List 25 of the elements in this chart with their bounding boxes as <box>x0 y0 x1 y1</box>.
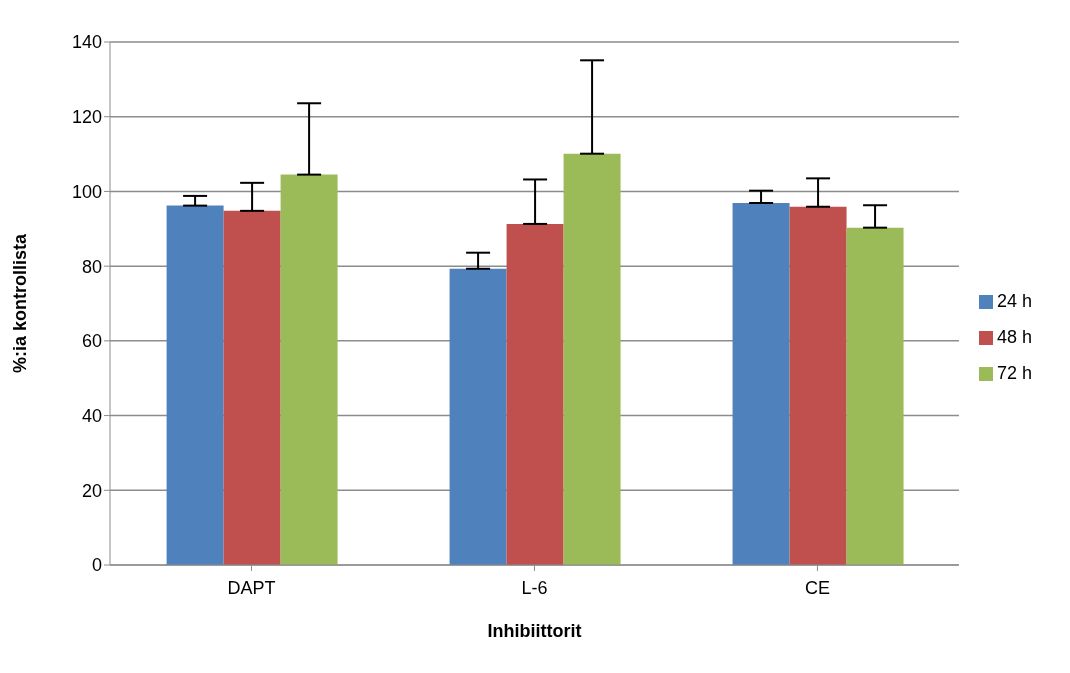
bar <box>506 223 564 565</box>
x-tick-label: L-6 <box>521 577 548 598</box>
bar <box>166 205 224 565</box>
bar <box>732 203 790 565</box>
y-tick-label: 60 <box>81 331 102 352</box>
x-axis-title: Inhibiittorit <box>487 621 582 641</box>
bar <box>449 268 507 565</box>
y-tick-label: 0 <box>91 555 102 576</box>
legend-label: 24 h <box>996 290 1032 311</box>
legend-label: 72 h <box>996 362 1032 383</box>
y-tick-label: 140 <box>71 32 102 53</box>
y-tick-label: 40 <box>81 405 102 426</box>
x-tick-label: CE <box>804 577 830 598</box>
bar <box>789 206 847 565</box>
y-axis-title: %:ia kontrollista <box>10 233 31 374</box>
y-tick-label: 100 <box>71 181 102 202</box>
x-tick-label: DAPT <box>227 577 276 598</box>
y-tick-label: 80 <box>81 256 102 277</box>
bar <box>846 227 904 565</box>
bar <box>280 174 338 565</box>
bar <box>563 153 621 565</box>
y-tick-label: 20 <box>81 480 102 501</box>
legend-label: 48 h <box>996 326 1032 347</box>
y-tick-label: 120 <box>71 107 102 128</box>
bar <box>223 210 281 565</box>
